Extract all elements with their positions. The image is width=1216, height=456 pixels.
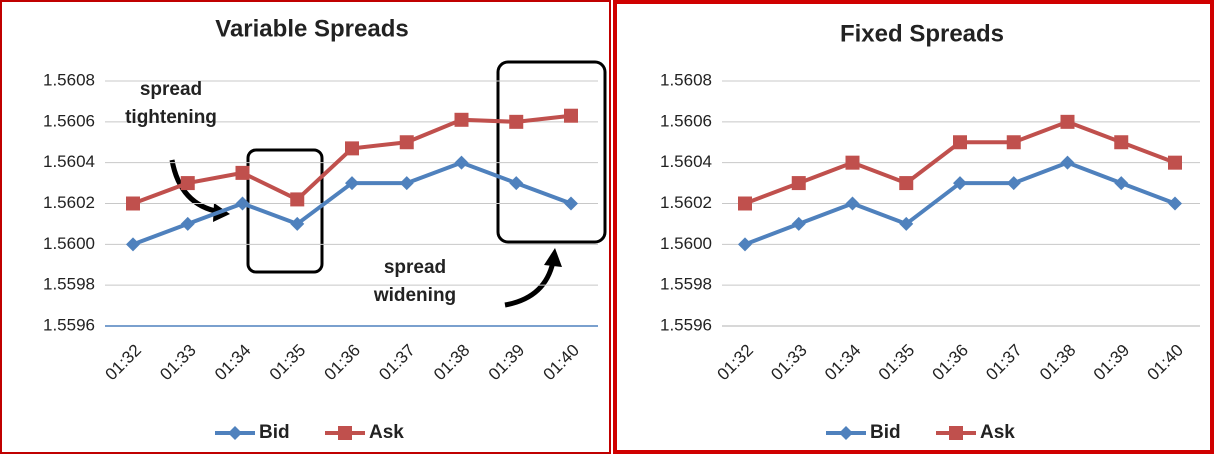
marker: [399, 135, 414, 150]
y-tick-label: 1.5602: [43, 193, 95, 212]
marker: [1060, 114, 1075, 129]
annotation: tightening: [125, 107, 217, 128]
legend-label: Ask: [980, 422, 1015, 443]
marker: [180, 216, 195, 231]
right-panel-border: [613, 0, 1214, 454]
x-tick-label: 01:37: [982, 341, 1026, 385]
x-tick-label: 01:32: [713, 341, 757, 385]
annotation: spread: [140, 79, 202, 100]
chart-title: Fixed Spreads: [840, 20, 1004, 47]
legend-label: Ask: [369, 422, 404, 443]
marker: [1168, 155, 1182, 170]
y-tick-label: 1.5606: [660, 111, 712, 130]
x-tick-label: 01:34: [821, 341, 865, 385]
arrow: [504, 261, 556, 308]
legend-marker: [338, 426, 352, 440]
x-tick-label: 01:37: [375, 341, 419, 385]
marker: [1006, 176, 1021, 191]
x-tick-label: 01:39: [1090, 341, 1134, 385]
x-tick-label: 01:35: [875, 341, 919, 385]
highlight-box: [246, 148, 324, 274]
marker: [899, 216, 914, 231]
y-tick-label: 1.5600: [43, 234, 95, 253]
marker: [399, 176, 414, 191]
x-tick-label: 01:40: [539, 341, 583, 385]
marker: [1114, 176, 1129, 191]
highlight-box: [496, 60, 607, 244]
y-tick-label: 1.5596: [43, 315, 95, 334]
y-tick-label: 1.5598: [43, 275, 95, 294]
annotation: spread: [384, 257, 446, 278]
marker: [290, 216, 305, 231]
marker: [564, 196, 578, 211]
y-tick-label: 1.5602: [660, 193, 712, 212]
marker: [454, 112, 469, 127]
legend-marker: [949, 426, 963, 440]
marker: [290, 192, 305, 207]
marker: [345, 141, 359, 156]
marker: [1006, 135, 1021, 150]
marker: [564, 108, 578, 123]
marker: [126, 237, 140, 252]
left-panel-border: [0, 0, 611, 454]
marker: [509, 114, 524, 129]
marker: [126, 196, 140, 211]
marker: [899, 176, 914, 191]
marker: [235, 165, 250, 180]
marker: [738, 237, 752, 252]
marker: [845, 196, 860, 211]
x-tick-label: 01:40: [1143, 341, 1187, 385]
x-tick-label: 01:35: [266, 341, 310, 385]
marker: [738, 196, 752, 211]
y-tick-label: 1.5598: [660, 275, 712, 294]
x-tick-label: 01:38: [1036, 341, 1080, 385]
series-line: [132, 113, 572, 206]
legend-label: Bid: [870, 422, 901, 443]
y-tick-label: 1.5608: [660, 70, 712, 89]
arrow: [169, 159, 221, 215]
annotation: widening: [373, 285, 456, 306]
marker: [509, 176, 524, 191]
x-tick-label: 01:33: [156, 341, 200, 385]
x-tick-label: 01:33: [767, 341, 811, 385]
marker: [791, 176, 806, 191]
y-tick-label: 1.5596: [660, 315, 712, 334]
legend-marker: [839, 426, 853, 440]
arrow-head: [544, 248, 562, 267]
marker: [454, 155, 469, 170]
x-tick-label: 01:32: [101, 341, 145, 385]
x-tick-label: 01:38: [430, 341, 474, 385]
marker: [345, 176, 359, 191]
marker: [180, 176, 195, 191]
chart-title: Variable Spreads: [215, 15, 408, 42]
marker: [1060, 155, 1075, 170]
marker: [953, 135, 967, 150]
marker: [1168, 196, 1182, 211]
x-tick-label: 01:34: [211, 341, 255, 385]
x-tick-label: 01:36: [928, 341, 972, 385]
y-tick-label: 1.5608: [43, 70, 95, 89]
x-tick-label: 01:36: [320, 341, 364, 385]
marker: [235, 196, 250, 211]
y-tick-label: 1.5600: [660, 234, 712, 253]
y-tick-label: 1.5606: [43, 111, 95, 130]
y-tick-label: 1.5604: [43, 152, 95, 171]
legend-label: Bid: [259, 422, 290, 443]
marker: [845, 155, 860, 170]
marker: [791, 216, 806, 231]
marker: [1114, 135, 1129, 150]
x-tick-label: 01:39: [485, 341, 529, 385]
y-tick-label: 1.5604: [660, 152, 712, 171]
marker: [953, 176, 967, 191]
legend-marker: [228, 426, 242, 440]
